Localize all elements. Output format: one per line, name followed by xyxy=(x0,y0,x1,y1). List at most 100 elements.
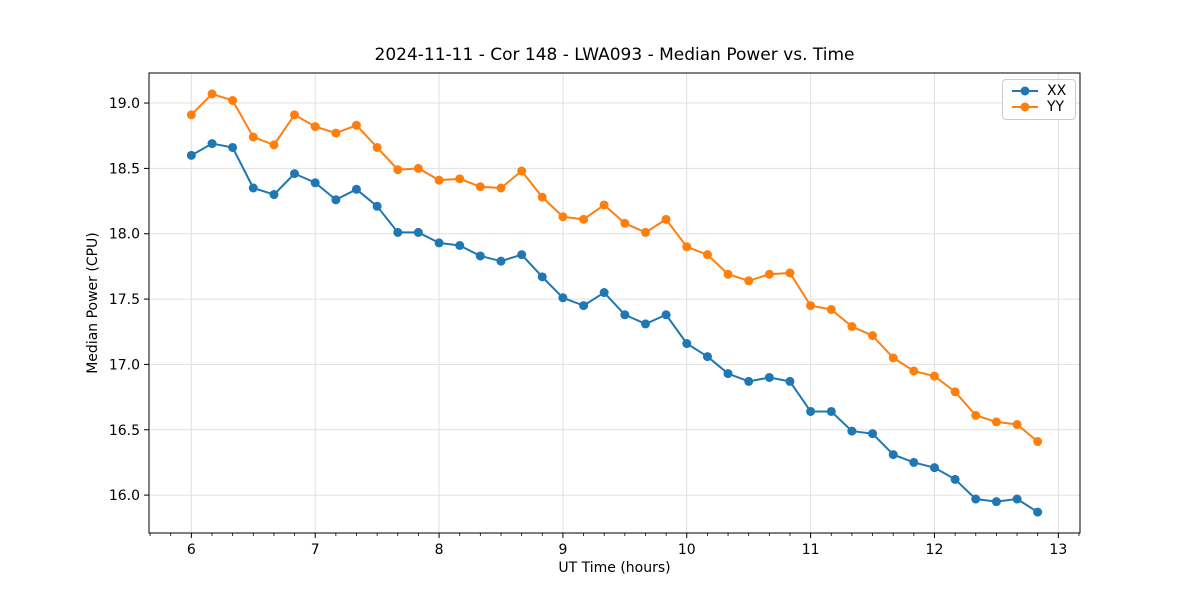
data-point xyxy=(764,269,774,279)
data-point xyxy=(826,406,836,416)
data-point xyxy=(620,218,630,228)
svg-text:17.0: 17.0 xyxy=(109,357,140,373)
data-point xyxy=(475,251,485,261)
data-point xyxy=(806,406,816,416)
legend-item-yy: YY xyxy=(1010,100,1066,114)
data-point xyxy=(248,132,258,142)
data-point xyxy=(971,494,981,504)
data-point xyxy=(682,242,692,252)
data-point xyxy=(207,89,217,99)
data-point xyxy=(290,169,300,179)
svg-text:16.5: 16.5 xyxy=(109,423,140,439)
data-point xyxy=(331,195,341,205)
svg-text:17.5: 17.5 xyxy=(109,292,140,308)
data-point xyxy=(455,174,465,184)
data-point xyxy=(393,227,403,237)
data-point xyxy=(558,212,568,222)
data-point xyxy=(351,184,361,194)
data-point xyxy=(785,376,795,386)
data-point xyxy=(888,450,898,460)
data-point xyxy=(372,142,382,152)
data-point xyxy=(1033,507,1043,517)
data-point xyxy=(661,310,671,320)
data-point xyxy=(1033,437,1043,447)
data-point xyxy=(847,322,857,332)
data-point xyxy=(413,227,423,237)
data-point xyxy=(351,120,361,130)
svg-text:6: 6 xyxy=(187,542,196,558)
legend-item-xx: XX xyxy=(1010,84,1066,98)
data-point xyxy=(186,150,196,160)
data-point xyxy=(888,353,898,363)
legend: XX YY xyxy=(1002,79,1077,120)
data-point xyxy=(475,182,485,192)
data-point xyxy=(537,272,547,282)
data-point xyxy=(248,183,258,193)
svg-text:8: 8 xyxy=(435,542,444,558)
data-point xyxy=(909,366,919,376)
chart-title: 2024-11-11 - Cor 148 - LWA093 - Median P… xyxy=(374,45,855,65)
data-point xyxy=(517,166,527,176)
data-point xyxy=(413,163,423,173)
data-point xyxy=(661,214,671,224)
data-point xyxy=(1012,494,1022,504)
data-point xyxy=(929,463,939,473)
data-point xyxy=(558,293,568,303)
legend-line-marker-icon xyxy=(1012,102,1038,112)
data-point xyxy=(950,474,960,484)
series-line-yy xyxy=(190,92,1039,443)
x-axis-label: UT Time (hours) xyxy=(558,560,671,576)
data-point xyxy=(641,319,651,329)
data-point xyxy=(269,140,279,150)
data-point xyxy=(310,122,320,132)
data-point xyxy=(496,183,506,193)
data-point xyxy=(950,387,960,397)
legend-label-xx: XX xyxy=(1047,83,1067,99)
data-point xyxy=(599,200,609,210)
data-point xyxy=(434,175,444,185)
data-point xyxy=(310,178,320,188)
data-point xyxy=(186,110,196,120)
data-point xyxy=(702,352,712,362)
data-point xyxy=(991,497,1001,507)
data-point xyxy=(537,192,547,202)
data-point xyxy=(682,339,692,349)
legend-line-marker-icon xyxy=(1012,86,1038,96)
data-point xyxy=(723,269,733,279)
data-point xyxy=(991,417,1001,427)
data-point xyxy=(620,310,630,320)
data-point xyxy=(971,410,981,420)
data-point xyxy=(372,201,382,211)
data-point xyxy=(847,426,857,436)
data-point xyxy=(331,128,341,138)
svg-text:9: 9 xyxy=(558,542,567,558)
data-point xyxy=(744,376,754,386)
data-point xyxy=(744,276,754,286)
data-point xyxy=(868,331,878,341)
data-point xyxy=(806,301,816,311)
data-point xyxy=(1012,420,1022,430)
axes-frame xyxy=(148,72,1081,534)
data-point xyxy=(764,372,774,382)
data-point xyxy=(909,457,919,467)
data-point xyxy=(434,238,444,248)
series-line-xx xyxy=(190,142,1039,513)
data-point xyxy=(929,371,939,381)
svg-text:13: 13 xyxy=(1049,542,1067,558)
data-point xyxy=(868,429,878,439)
data-point xyxy=(455,241,465,250)
svg-text:18.0: 18.0 xyxy=(109,227,140,243)
data-point xyxy=(579,214,589,224)
svg-text:7: 7 xyxy=(311,542,320,558)
svg-text:19.0: 19.0 xyxy=(109,96,140,112)
data-point xyxy=(517,250,527,260)
data-point xyxy=(702,250,712,260)
data-point xyxy=(826,305,836,315)
svg-text:11: 11 xyxy=(802,542,820,558)
data-point xyxy=(393,165,403,175)
data-point xyxy=(496,256,506,266)
data-point xyxy=(269,190,279,200)
data-point xyxy=(579,301,589,311)
